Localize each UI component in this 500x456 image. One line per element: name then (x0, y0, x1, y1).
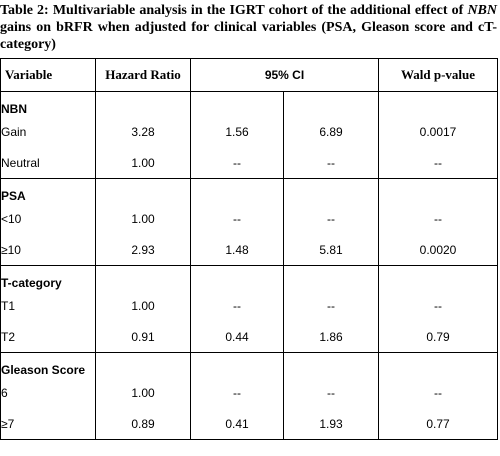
group-label: NBN (0, 91, 96, 116)
group-row: T-category (0, 265, 499, 290)
row-label: T2 (0, 321, 96, 353)
empty-cell (95, 178, 191, 203)
group-row: NBN (0, 91, 499, 116)
header-cell: Wald p-value (378, 58, 499, 92)
empty-cell (378, 352, 499, 377)
value-cell: 0.79 (378, 321, 499, 353)
results-table: Variable Hazard Ratio 95% CI Wald p-valu… (0, 58, 499, 440)
value-cell: -- (190, 377, 284, 408)
value-cell: 0.44 (190, 321, 284, 353)
empty-cell (282, 178, 380, 203)
empty-cell (282, 352, 380, 377)
value-cell: 5.81 (282, 234, 380, 266)
data-row: Gain 3.28 1.56 6.89 0.0017 (0, 116, 499, 147)
header-cell: Variable (0, 58, 96, 92)
table-caption: Table 2: Multivariable analysis in the I… (0, 2, 497, 53)
group-label: T-category (0, 265, 96, 290)
value-cell: -- (190, 290, 284, 321)
value-cell: 0.0017 (378, 116, 499, 147)
value-cell: -- (190, 147, 284, 179)
value-cell: 1.00 (95, 147, 191, 179)
empty-cell (95, 91, 191, 116)
value-cell: 2.93 (95, 234, 191, 266)
row-label: Gain (0, 116, 96, 147)
data-row: ≥7 0.89 0.41 1.93 0.77 (0, 408, 499, 440)
value-cell: -- (378, 377, 499, 408)
data-row: ≥10 2.93 1.48 5.81 0.0020 (0, 234, 499, 266)
value-cell: -- (378, 290, 499, 321)
value-cell: 3.28 (95, 116, 191, 147)
header-row: Variable Hazard Ratio 95% CI Wald p-valu… (0, 58, 499, 92)
row-label: Neutral (0, 147, 96, 179)
row-label: ≥7 (0, 408, 96, 440)
caption-text: gains on bRFR when adjusted for clinical… (0, 20, 497, 52)
value-cell: -- (282, 377, 380, 408)
empty-cell (378, 265, 499, 290)
empty-cell (95, 352, 191, 377)
row-label: ≥10 (0, 234, 96, 266)
group-row: Gleason Score (0, 352, 499, 377)
value-cell: 0.91 (95, 321, 191, 353)
header-cell: 95% CI (189, 58, 380, 92)
value-cell: 1.48 (190, 234, 284, 266)
value-cell: 6.89 (282, 116, 380, 147)
data-row: T1 1.00 -- -- -- (0, 290, 499, 321)
value-cell: 1.00 (95, 203, 191, 234)
value-cell: -- (190, 203, 284, 234)
caption-text: Table 2: Multivariable analysis in the I… (0, 3, 468, 18)
value-cell: 0.41 (190, 408, 284, 440)
empty-cell (190, 265, 284, 290)
empty-cell (378, 91, 499, 116)
empty-cell (190, 352, 284, 377)
value-cell: 0.89 (95, 408, 191, 440)
data-row: <10 1.00 -- -- -- (0, 203, 499, 234)
empty-cell (95, 265, 191, 290)
value-cell: 1.00 (95, 290, 191, 321)
empty-cell (190, 91, 284, 116)
value-cell: 1.56 (190, 116, 284, 147)
empty-cell (282, 91, 380, 116)
data-row: T2 0.91 0.44 1.86 0.79 (0, 321, 499, 353)
value-cell: 0.0020 (378, 234, 499, 266)
value-cell: 0.77 (378, 408, 499, 440)
row-label: 6 (0, 377, 96, 408)
group-label: PSA (0, 178, 96, 203)
value-cell: -- (282, 203, 380, 234)
data-row: 6 1.00 -- -- -- (0, 377, 499, 408)
value-cell: -- (378, 147, 499, 179)
data-row: Neutral 1.00 -- -- -- (0, 147, 499, 179)
empty-cell (282, 265, 380, 290)
row-label: <10 (0, 203, 96, 234)
value-cell: 1.00 (95, 377, 191, 408)
value-cell: -- (378, 203, 499, 234)
value-cell: 1.86 (282, 321, 380, 353)
caption-gene: NBN (467, 3, 497, 18)
group-row: PSA (0, 178, 499, 203)
value-cell: -- (282, 290, 380, 321)
value-cell: 1.93 (282, 408, 380, 440)
value-cell: -- (282, 147, 380, 179)
row-label: T1 (0, 290, 96, 321)
group-label: Gleason Score (0, 352, 96, 377)
empty-cell (190, 178, 284, 203)
table-body: NBN Gain 3.28 1.56 6.89 0.0017 Neutral 1.00 -- --… (0, 91, 499, 440)
header-cell: Hazard Ratio (95, 58, 191, 92)
empty-cell (378, 178, 499, 203)
